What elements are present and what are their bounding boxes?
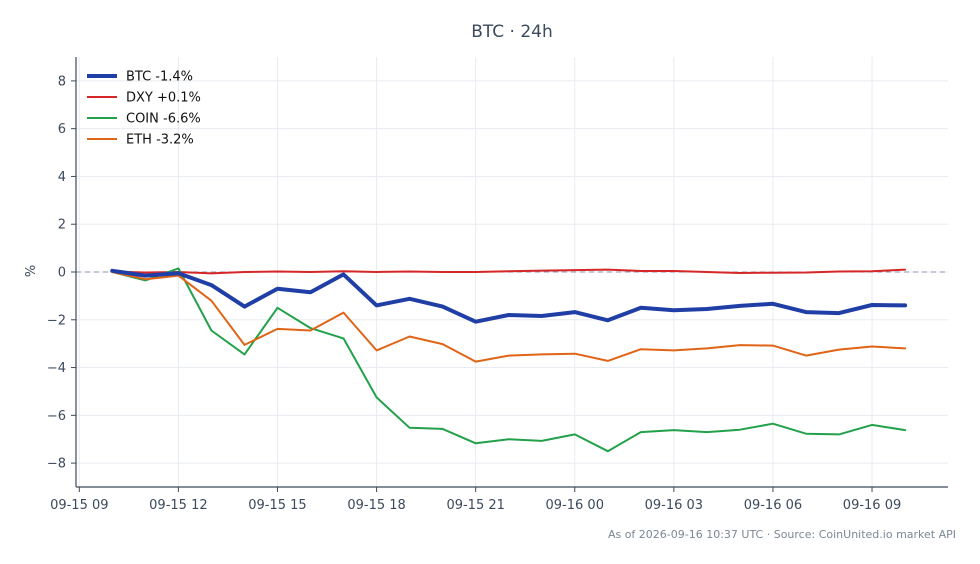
footer-source-note: As of 2026-09-16 10:37 UTC · Source: Coi… <box>608 528 956 541</box>
series-line-dxy <box>111 268 907 275</box>
series-line-btc <box>110 268 908 324</box>
x-tick-label: 09-16 09 <box>843 498 901 513</box>
y-tick-label: −4 <box>47 361 66 376</box>
legend-label-coin: COIN -6.6% <box>126 112 201 127</box>
y-tick-label: 0 <box>58 266 66 281</box>
x-tick-label: 09-15 18 <box>347 498 405 513</box>
series-line-coin <box>111 267 907 453</box>
x-tick-label: 09-15 15 <box>248 498 306 513</box>
chart-title: BTC · 24h <box>471 22 553 42</box>
y-tick-label: −2 <box>47 313 66 328</box>
y-tick-label: 8 <box>58 74 66 89</box>
x-tick-label: 09-16 03 <box>645 498 703 513</box>
legend-label-eth: ETH -3.2% <box>126 133 194 148</box>
series-group <box>110 267 908 453</box>
y-tick-label: 2 <box>58 218 66 233</box>
axes: 8 6 4 2 0 −2 −4 −6 −8 09-15 09 09-15 12 09-15 15 09-… <box>47 57 948 513</box>
x-tick-label: 09-16 06 <box>744 498 802 513</box>
x-tick-label: 09-15 09 <box>50 498 108 513</box>
y-axis-label: % <box>24 265 39 277</box>
legend: BTC -1.4% DXY +0.1% COIN -6.6% ETH -3.2% <box>87 70 201 148</box>
y-tick-label: −8 <box>47 457 66 472</box>
legend-label-btc: BTC -1.4% <box>126 70 193 85</box>
series-line-eth <box>111 271 907 363</box>
y-tick-label: 4 <box>58 170 66 185</box>
x-tick-label: 09-15 12 <box>149 498 207 513</box>
legend-label-dxy: DXY +0.1% <box>126 91 201 106</box>
x-tick-label: 09-15 21 <box>446 498 504 513</box>
y-tick-label: 6 <box>58 122 66 137</box>
y-tick-label: −6 <box>47 409 66 424</box>
x-tick-label: 09-16 00 <box>546 498 604 513</box>
